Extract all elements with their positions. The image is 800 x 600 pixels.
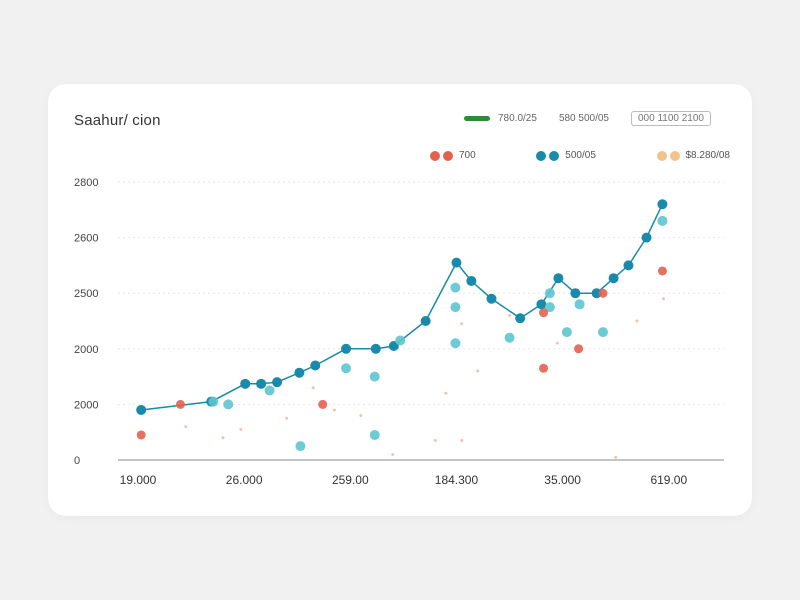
legend-label: 700 [459,150,476,161]
red-series-point [175,399,185,409]
y-tick-label: 0 [74,455,80,467]
top-legend-range-box[interactable]: 000 1100 2100 [631,111,711,126]
noise-point [661,297,665,301]
noise-point [635,319,639,323]
series-legend: 700 500/05 $8.280/08 [430,150,730,161]
teal-series-point [574,299,585,310]
teal-series-point [223,399,234,410]
line-series-point [486,293,497,304]
legend-dot-icon [536,150,547,161]
noise-point [460,439,464,443]
legend-dot-icon [430,150,440,161]
y-tick-label: 2500 [74,288,98,300]
line-series-point [536,299,547,310]
teal-series-point [450,282,461,293]
line-series-point [591,288,602,299]
legend-label: $8.280/08 [685,150,731,161]
noise-point [221,436,225,440]
teal-series-point [264,385,275,396]
y-tick-label: 2800 [74,177,98,189]
red-series-point [136,430,146,440]
red-series-point [598,288,608,298]
line-series-point [420,316,431,326]
legend-dot-icon [443,150,453,161]
legend-dot-icon [669,150,680,161]
red-series-point [657,266,667,276]
teal-series-point [544,302,555,313]
teal-series-point [369,429,380,440]
noise-point [444,391,448,395]
teal-series-point [544,288,555,299]
x-tick-label: 184.300 [435,473,479,487]
legend-label: 500/05 [565,150,596,161]
red-series-point [318,399,328,409]
noise-point [359,414,363,418]
chart-card: 0 2000 2000 2500 2600 2800 19.000 26.000 259.00 1… [48,84,752,516]
y-tick-label: 2000 [74,344,98,356]
line-series-point [240,378,251,389]
line-series-point [256,378,267,389]
teal-series-point [295,441,306,452]
line-series-point [570,288,581,299]
line-series-point [466,275,477,286]
line-series-point [370,343,381,354]
teal-series-point [450,338,461,349]
noise-point [555,341,559,345]
teal-series-point [208,396,219,407]
legend-item-teal[interactable]: 500/05 [536,150,596,161]
line-series-point [451,257,462,268]
chart-area: 0 2000 2000 2500 2600 2800 19.000 26.000 259.00 1… [74,177,724,487]
noise-point [614,455,618,459]
teal-series-point [597,327,608,338]
noise-point [311,386,315,390]
legend-item-peach[interactable]: $8.280/08 [656,150,731,161]
legend-item-red[interactable]: 700 [430,150,476,161]
teal-series-point [369,371,380,382]
y-tick-label: 2600 [74,233,98,245]
red-series-point [574,344,584,354]
line-series-point [623,260,634,271]
noise-point [285,416,289,420]
teal-series-point [450,302,461,313]
red-series-point [539,308,549,318]
x-tick-label: 26.000 [226,473,263,487]
noise-point [184,425,188,429]
teal-series-point [657,215,668,226]
noise-point [332,408,336,412]
green-line-swatch-icon [464,116,490,121]
chart-title: Saahur/ cion [74,112,161,129]
teal-series-point [504,332,515,343]
noise-point [239,427,243,431]
x-tick-label: 35.000 [544,473,581,487]
line-series-point [657,199,668,210]
top-legend-item-2[interactable]: 580 500/05 [558,113,609,124]
noise-point [508,313,512,317]
x-tick-label: 619.00 [650,473,687,487]
line-series-point [272,377,283,388]
line-series-point [553,273,564,284]
line-series-point [641,232,652,243]
line-series-point [341,343,352,354]
top-legend-item-1: 780.0/25 [498,113,537,124]
teal-series-point [341,363,352,374]
line-series-point [136,404,147,415]
red-series-point [539,363,549,373]
top-legend: 780.0/25 580 500/05 000 1100 2100 [464,111,711,126]
series-line [141,203,664,411]
line-series-point [515,313,526,324]
y-tick-label: 2000 [74,399,98,411]
line-series-point [608,273,619,284]
noise-point [433,439,437,443]
x-tick-label: 19.000 [120,473,157,487]
legend-dot-icon [549,150,560,161]
teal-series-point [395,335,406,346]
legend-dot-icon [656,150,667,161]
noise-point [476,369,480,373]
x-tick-label: 259.00 [332,473,369,487]
teal-series-point [561,327,572,338]
noise-point [391,452,395,456]
line-series-point [310,360,321,371]
line-series-point [294,367,305,378]
noise-point [460,322,464,326]
